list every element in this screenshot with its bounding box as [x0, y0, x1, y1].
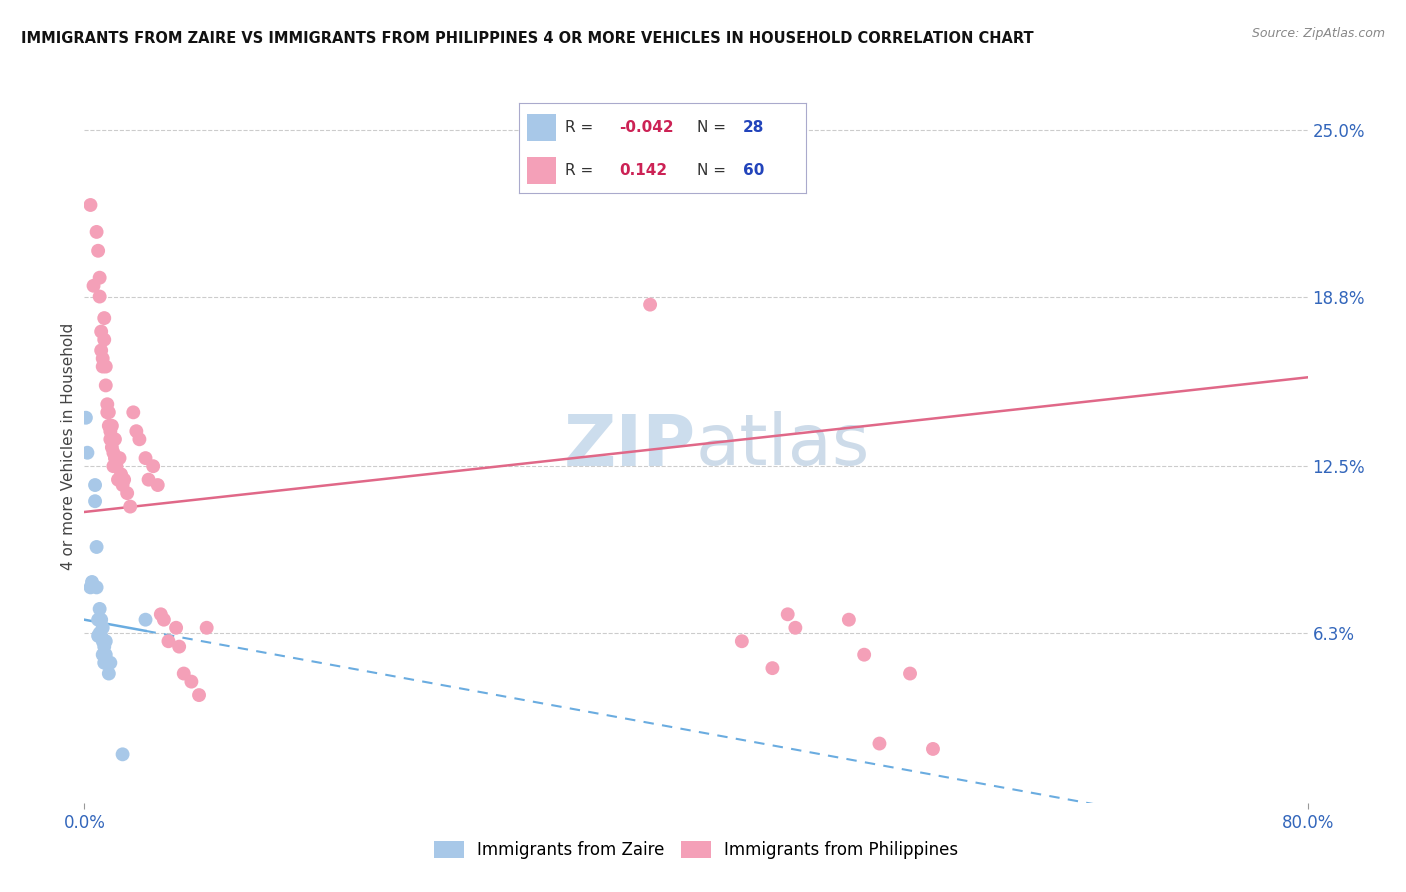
Point — [922, 742, 945, 756]
Point — [97, 666, 120, 681]
Point — [153, 613, 176, 627]
Point — [108, 451, 131, 466]
Point — [96, 405, 118, 419]
Point — [104, 451, 127, 466]
Point — [97, 405, 120, 419]
Point — [98, 656, 121, 670]
Point — [125, 424, 148, 438]
Point — [785, 621, 807, 635]
Point — [94, 359, 117, 374]
Point — [107, 473, 129, 487]
Point — [84, 494, 107, 508]
Point — [135, 613, 157, 627]
Point — [149, 607, 172, 622]
Point — [111, 747, 134, 762]
Point — [761, 661, 783, 675]
Point — [75, 410, 97, 425]
Point — [165, 621, 187, 635]
Point — [104, 432, 127, 446]
Point — [135, 451, 157, 466]
Point — [105, 459, 128, 474]
Point — [87, 613, 110, 627]
Point — [84, 478, 107, 492]
Point — [94, 378, 117, 392]
Point — [96, 397, 118, 411]
Point — [89, 270, 111, 285]
Point — [87, 244, 110, 258]
Point — [76, 446, 98, 460]
Point — [188, 688, 211, 702]
Point — [898, 666, 921, 681]
Point — [98, 432, 121, 446]
Point — [93, 640, 115, 654]
Point — [638, 298, 661, 312]
Point — [93, 311, 115, 326]
Point — [97, 418, 120, 433]
Point — [98, 424, 121, 438]
Point — [115, 486, 138, 500]
Point — [776, 607, 799, 622]
Point — [94, 634, 117, 648]
Point — [103, 446, 125, 460]
Point — [157, 634, 180, 648]
Point — [79, 198, 101, 212]
Point — [142, 459, 165, 474]
Point — [93, 656, 115, 670]
Point — [89, 613, 111, 627]
Point — [101, 441, 124, 455]
Point — [91, 621, 114, 635]
Point — [91, 634, 114, 648]
Point — [731, 634, 754, 648]
Point — [180, 674, 202, 689]
Point — [93, 333, 115, 347]
Point — [94, 648, 117, 662]
Text: ZIP: ZIP — [564, 411, 696, 481]
Point — [91, 359, 114, 374]
Point — [87, 629, 110, 643]
Y-axis label: 4 or more Vehicles in Household: 4 or more Vehicles in Household — [60, 322, 76, 570]
Point — [91, 648, 114, 662]
Point — [120, 500, 142, 514]
Point — [103, 459, 125, 474]
Point — [91, 351, 114, 366]
Point — [112, 473, 135, 487]
Point — [101, 418, 124, 433]
Point — [122, 405, 145, 419]
Legend: Immigrants from Zaire, Immigrants from Philippines: Immigrants from Zaire, Immigrants from P… — [427, 834, 965, 866]
Point — [93, 648, 115, 662]
Point — [86, 225, 108, 239]
Point — [80, 574, 103, 589]
Point — [128, 432, 150, 446]
Point — [96, 656, 118, 670]
Point — [89, 289, 111, 303]
Point — [86, 580, 108, 594]
Point — [146, 478, 169, 492]
Point — [86, 540, 108, 554]
Point — [89, 626, 111, 640]
Point — [83, 278, 105, 293]
Text: Source: ZipAtlas.com: Source: ZipAtlas.com — [1251, 27, 1385, 40]
Point — [195, 621, 218, 635]
Point — [111, 478, 134, 492]
Point — [90, 629, 112, 643]
Point — [89, 602, 111, 616]
Text: atlas: atlas — [696, 411, 870, 481]
Point — [90, 343, 112, 358]
Point — [79, 580, 101, 594]
Point — [110, 467, 132, 482]
Point — [853, 648, 876, 662]
Point — [838, 613, 860, 627]
Point — [90, 613, 112, 627]
Point — [138, 473, 160, 487]
Point — [869, 737, 891, 751]
Point — [173, 666, 195, 681]
Point — [90, 325, 112, 339]
Point — [167, 640, 190, 654]
Text: IMMIGRANTS FROM ZAIRE VS IMMIGRANTS FROM PHILIPPINES 4 OR MORE VEHICLES IN HOUSE: IMMIGRANTS FROM ZAIRE VS IMMIGRANTS FROM… — [21, 31, 1033, 46]
